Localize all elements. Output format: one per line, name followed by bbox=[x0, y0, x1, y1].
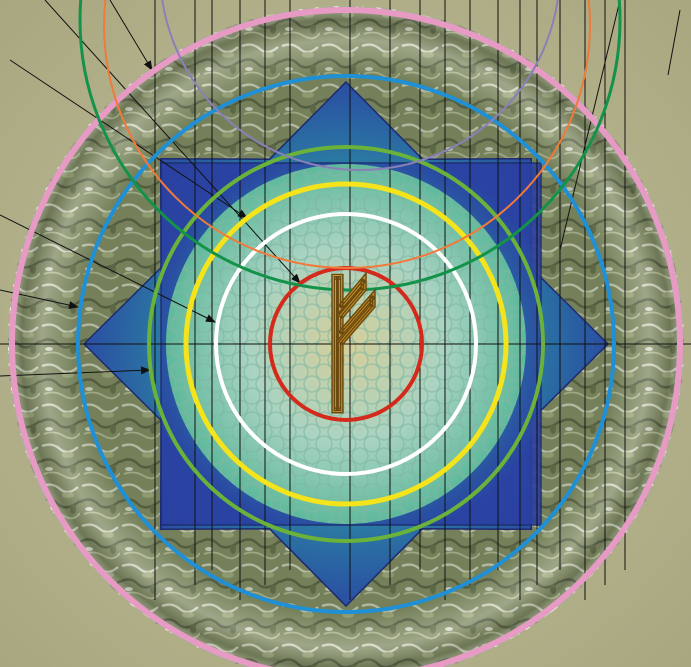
leader-arrow bbox=[0, 366, 151, 377]
square-inner-ring bbox=[147, 145, 545, 543]
star-outer-ring bbox=[76, 74, 616, 614]
leader-arrow bbox=[667, 9, 681, 76]
leader-arrow bbox=[559, 0, 621, 251]
leader-arrow bbox=[0, 214, 216, 323]
rune-glyph: ᚠ bbox=[305, 255, 395, 431]
leader-arrow bbox=[9, 59, 248, 219]
purple-projection-ring bbox=[161, 0, 559, 171]
orange-projection-ring bbox=[103, 0, 591, 269]
medallion-ring bbox=[183, 181, 509, 507]
outer-rim-ring bbox=[9, 7, 683, 667]
green-projection-ring bbox=[78, 0, 622, 292]
inner-disc-ring bbox=[214, 212, 478, 476]
leader-arrow bbox=[109, 0, 153, 71]
